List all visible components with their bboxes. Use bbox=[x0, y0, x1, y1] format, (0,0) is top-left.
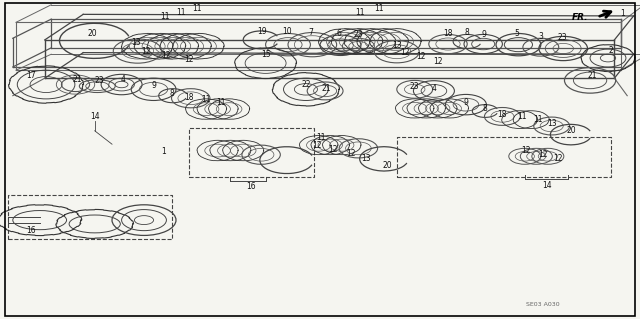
Text: 16: 16 bbox=[246, 182, 256, 191]
Text: 22: 22 bbox=[301, 80, 310, 89]
Text: 6: 6 bbox=[337, 29, 342, 38]
Text: 12: 12 bbox=[328, 145, 337, 154]
Text: 13: 13 bbox=[547, 119, 557, 128]
Text: 2: 2 bbox=[609, 46, 614, 55]
Text: 11: 11 bbox=[202, 95, 211, 104]
Text: 18: 18 bbox=[498, 110, 507, 119]
Text: 9: 9 bbox=[481, 30, 486, 39]
Text: 1: 1 bbox=[161, 147, 166, 156]
Text: 14: 14 bbox=[542, 181, 552, 190]
Text: 8: 8 bbox=[483, 104, 488, 113]
Text: 15: 15 bbox=[260, 50, 271, 59]
Text: 12: 12 bbox=[141, 47, 150, 56]
Text: 7: 7 bbox=[308, 28, 313, 37]
Text: 12: 12 bbox=[400, 48, 409, 57]
Text: 23: 23 bbox=[94, 76, 104, 85]
Text: 11: 11 bbox=[176, 8, 185, 17]
Text: 13: 13 bbox=[361, 154, 371, 163]
Text: 9: 9 bbox=[151, 81, 156, 90]
Text: 20: 20 bbox=[566, 126, 576, 135]
Text: 12: 12 bbox=[554, 154, 563, 163]
Text: 10: 10 bbox=[282, 27, 292, 36]
Text: 12: 12 bbox=[417, 52, 426, 61]
Text: 8: 8 bbox=[465, 28, 470, 37]
Text: 12: 12 bbox=[522, 146, 531, 155]
Text: 12: 12 bbox=[434, 57, 443, 66]
Text: 11: 11 bbox=[216, 98, 225, 107]
Text: 11: 11 bbox=[517, 112, 526, 121]
Text: 23: 23 bbox=[410, 82, 420, 91]
Text: 12: 12 bbox=[162, 51, 171, 60]
Text: 11: 11 bbox=[533, 115, 542, 124]
Text: 12: 12 bbox=[312, 141, 321, 150]
Text: FR.: FR. bbox=[572, 13, 589, 22]
Text: 18: 18 bbox=[185, 93, 194, 102]
Text: 11: 11 bbox=[161, 12, 170, 21]
Text: 11: 11 bbox=[317, 133, 326, 142]
Text: 23: 23 bbox=[557, 33, 567, 42]
Text: 14: 14 bbox=[90, 112, 100, 121]
Text: 8: 8 bbox=[169, 89, 174, 98]
Text: 21: 21 bbox=[72, 75, 81, 84]
Text: 11: 11 bbox=[355, 8, 364, 17]
Text: 1: 1 bbox=[620, 9, 625, 18]
Text: 17: 17 bbox=[26, 71, 36, 80]
Text: 16: 16 bbox=[26, 226, 36, 235]
Text: SE03 A030: SE03 A030 bbox=[526, 302, 559, 307]
Text: 13: 13 bbox=[131, 38, 141, 47]
Text: 20: 20 bbox=[88, 29, 98, 38]
Text: 4: 4 bbox=[431, 84, 436, 93]
Text: 12: 12 bbox=[346, 149, 355, 158]
Text: 4: 4 bbox=[120, 75, 125, 84]
Text: 3: 3 bbox=[538, 32, 543, 41]
Text: 9: 9 bbox=[463, 98, 468, 107]
Text: 19: 19 bbox=[257, 27, 268, 36]
Text: 11: 11 bbox=[193, 4, 202, 13]
Text: 11: 11 bbox=[374, 4, 383, 13]
Text: 12: 12 bbox=[538, 150, 547, 159]
Text: 21: 21 bbox=[322, 84, 331, 93]
Text: 12: 12 bbox=[184, 56, 193, 64]
Text: 13: 13 bbox=[392, 41, 402, 50]
Text: 18: 18 bbox=[444, 29, 452, 38]
Text: 23: 23 bbox=[353, 30, 364, 39]
Text: 5: 5 bbox=[515, 29, 520, 38]
Text: 20: 20 bbox=[382, 161, 392, 170]
Text: 21: 21 bbox=[588, 71, 596, 80]
